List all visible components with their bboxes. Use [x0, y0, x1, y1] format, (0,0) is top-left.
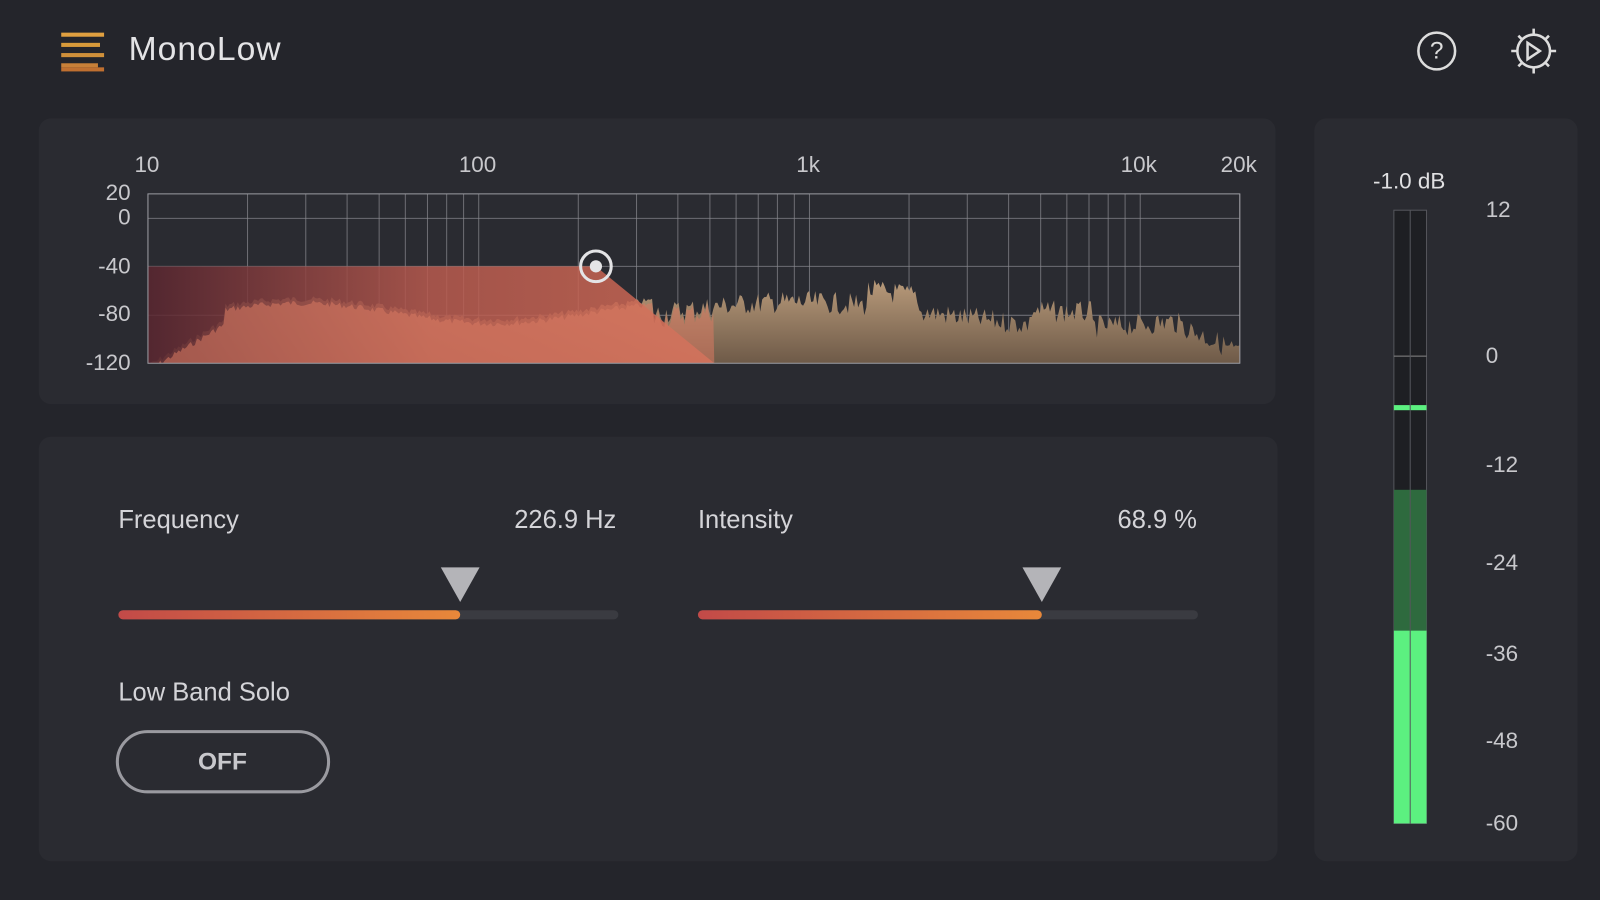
settings-button[interactable] [1511, 28, 1557, 74]
logo [61, 32, 105, 72]
y-axis-label: -80 [98, 301, 130, 326]
y-axis-label: -120 [86, 350, 131, 375]
low-band-spectrum [147, 300, 715, 364]
help-button[interactable]: ? [1417, 31, 1457, 71]
y-axis-label: 20 [106, 180, 131, 205]
frequency-value: 226.9 Hz [514, 506, 616, 534]
meter-panel [1314, 118, 1578, 862]
frequency-handle[interactable] [579, 249, 613, 284]
meter-scale-label: -12 [1486, 452, 1518, 477]
meter-scale-label: -24 [1486, 550, 1518, 575]
frequency-slider[interactable] [118, 567, 619, 620]
intensity-label: Intensity [698, 506, 793, 534]
level-meter [1393, 209, 1428, 824]
plot-frame [147, 193, 1241, 364]
x-axis-label: 20k [1221, 152, 1258, 177]
meter-scale-label: 0 [1486, 343, 1498, 368]
svg-text:?: ? [1430, 38, 1444, 65]
meter-scale-label: -60 [1486, 810, 1518, 835]
y-axis-label: 0 [118, 204, 130, 229]
x-axis-label: 1k [796, 152, 820, 177]
solo-label: Low Band Solo [118, 679, 290, 707]
x-axis-label: 10 [134, 152, 159, 177]
intensity-slider[interactable] [697, 567, 1198, 620]
solo-button[interactable]: OFF [115, 730, 331, 794]
y-axis-label: -40 [98, 253, 130, 278]
x-axis-label: 10k [1121, 152, 1158, 177]
app-title: MonoLow [129, 31, 282, 68]
meter-scale-label: 12 [1486, 197, 1511, 222]
x-axis-label: 100 [459, 152, 496, 177]
meter-scale-label: -36 [1486, 641, 1518, 666]
meter-scale-label: -48 [1486, 728, 1518, 753]
solo-button-text[interactable]: OFF [198, 749, 247, 776]
controls-panel [38, 436, 1278, 862]
meter-readout: -1.0 dB [1373, 169, 1445, 194]
intensity-value: 68.9 % [1118, 506, 1197, 534]
frequency-label: Frequency [118, 506, 239, 534]
